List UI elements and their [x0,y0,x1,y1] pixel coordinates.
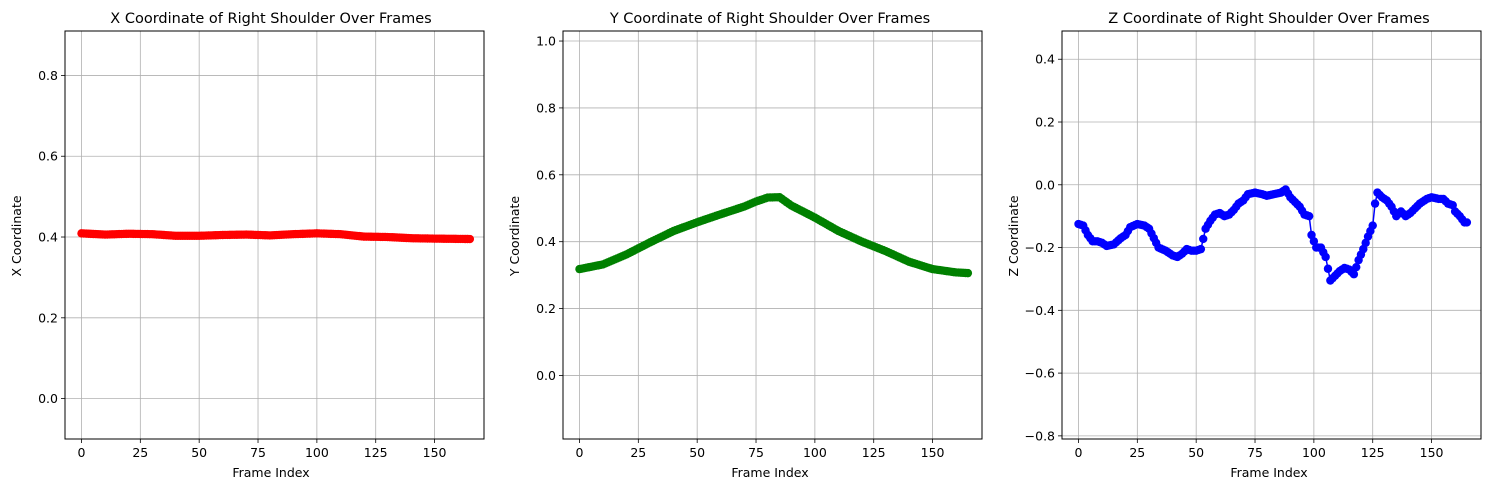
z-plot-area: 0 25 50 75 100 125 150 −0.8 −0.6 −0.4 −0.2 0.0 0.2 0.… [1025,30,1482,460]
y-y-tick-label: 0.6 [536,167,556,182]
y-y-tick-label: 0.4 [536,234,556,249]
z-axes-frame [1061,30,1482,440]
z-x-tick-label: 25 [1129,445,1145,460]
subplot-y: 0 25 50 75 100 125 150 0.0 0.2 0.4 0.6 0.8 1.0 Y Coo… [507,11,983,480]
y-x-tick-label: 25 [630,445,646,460]
z-data-point [1199,234,1208,244]
subplot-z: 0 25 50 75 100 125 150 −0.8 −0.6 −0.4 −0.2 0.0 0.2 0.… [1006,11,1482,480]
z-data-point [1323,264,1333,273]
y-x-tick-label: 75 [748,445,764,460]
z-x-tick-label: 125 [1361,445,1385,460]
z-y-tick-label: 0.4 [1035,52,1055,67]
subplot-x: 0 25 50 75 100 125 150 0.0 0.2 0.4 0.6 0.8 X Coordi… [9,11,485,480]
x-y-axis-label: X Coordinate [9,195,24,276]
z-y-axis-label: Z Coordinate [1006,195,1021,276]
z-y-tick-label: 0.2 [1035,115,1055,130]
y-x-tick-label: 0 [576,445,584,460]
y-data-point [963,268,973,278]
z-x-tick-label: 150 [1420,445,1444,460]
y-plot-area: 0 25 50 75 100 125 150 0.0 0.2 0.4 0.6 0.8 1.0 [536,30,983,460]
x-y-tick-label: 0.6 [38,149,58,164]
x-x-tick-label: 25 [132,445,148,460]
y-chart-title: Y Coordinate of Right Shoulder Over Fram… [609,11,930,27]
z-data-point [1196,244,1206,254]
z-chart-title: Z Coordinate of Right Shoulder Over Fram… [1108,11,1429,27]
y-axes-frame [562,30,983,440]
z-data-point [1462,218,1472,227]
y-x-tick-label: 100 [803,445,827,460]
z-x-axis-label: Frame Index [1230,465,1307,480]
x-plot-area: 0 25 50 75 100 125 150 0.0 0.2 0.4 0.6 0.8 [38,30,485,460]
z-y-tick-label: −0.8 [1025,428,1055,443]
y-x-tick-label: 150 [921,445,945,460]
x-chart-title: X Coordinate of Right Shoulder Over Fram… [110,11,431,27]
x-axis-label: Frame Index [232,465,309,480]
z-x-tick-label: 0 [1075,445,1083,460]
z-data-point [1352,262,1361,272]
x-axes-frame [64,30,485,440]
z-x-tick-label: 50 [1188,445,1204,460]
z-data-point [1368,221,1377,230]
x-y-tick-label: 0.8 [38,68,58,83]
x-y-tick-label: 0.0 [38,391,58,406]
x-data-point [465,234,475,244]
x-x-tick-label: 150 [423,445,447,460]
x-x-tick-label: 125 [364,445,388,460]
x-x-tick-label: 75 [250,445,266,460]
z-data-point [1349,270,1359,279]
z-data-point [1321,252,1330,262]
z-data-point [1304,211,1314,221]
x-x-tick-label: 100 [305,445,329,460]
z-data-point [1370,199,1380,208]
y-y-tick-label: 0.0 [536,368,556,383]
x-x-tick-label: 50 [191,445,207,460]
y-y-tick-label: 0.2 [536,301,556,316]
y-x-tick-label: 125 [862,445,886,460]
y-y-tick-label: 1.0 [536,34,556,49]
y-x-tick-label: 50 [689,445,705,460]
y-y-axis-label: Y Coordinate [507,196,522,277]
y-y-tick-label: 0.8 [536,100,556,115]
x-y-tick-label: 0.4 [38,230,58,245]
z-y-tick-label: −0.2 [1025,240,1055,255]
z-x-tick-label: 75 [1247,445,1263,460]
x-y-tick-label: 0.2 [38,310,58,325]
z-x-tick-label: 100 [1302,445,1326,460]
z-y-tick-label: −0.6 [1025,366,1055,381]
z-y-tick-label: 0.0 [1035,177,1055,192]
z-y-tick-label: −0.4 [1025,303,1055,318]
x-x-tick-label: 0 [78,445,86,460]
y-x-axis-label: Frame Index [731,465,808,480]
